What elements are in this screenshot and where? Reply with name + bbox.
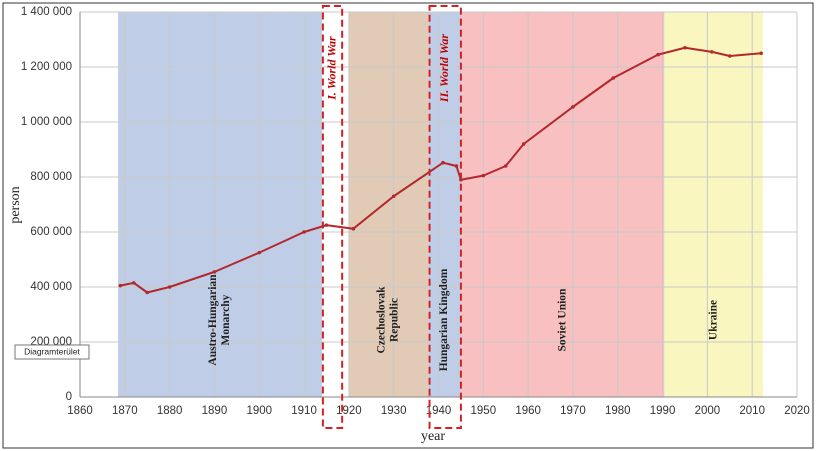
x-tick-label: 1930 <box>381 405 407 417</box>
x-tick-label: 1970 <box>560 405 586 417</box>
period-band <box>664 12 763 397</box>
x-tick-label: 1860 <box>67 405 93 417</box>
tooltip: Diagramterület <box>24 346 80 356</box>
y-tick-label: 1 400 000 <box>21 6 72 18</box>
data-point <box>571 105 575 109</box>
data-point <box>656 52 660 57</box>
period-label: Austro-Hungarian <box>207 274 219 366</box>
data-point <box>351 226 356 231</box>
data-point <box>481 173 486 178</box>
period-band <box>428 12 461 397</box>
y-axis-title: person <box>8 186 23 223</box>
data-point <box>212 270 217 274</box>
tooltip-box <box>14 344 90 360</box>
data-point <box>710 50 714 54</box>
war-label: I. World War <box>324 36 338 101</box>
y-tick-label: 400 000 <box>30 281 72 293</box>
period-label: Republic <box>389 298 401 342</box>
x-tick-label: 1920 <box>336 405 362 417</box>
war-box <box>321 5 344 429</box>
period-label: Soviet Union <box>556 288 568 352</box>
period-label: Ukraine <box>707 300 719 340</box>
data-point <box>459 177 463 182</box>
x-tick-label: 1910 <box>291 405 317 417</box>
x-tick-label: 2020 <box>784 405 810 417</box>
data-point <box>257 250 262 255</box>
period-band <box>118 12 322 397</box>
period-label: Hungarian Kingdom <box>438 268 450 371</box>
y-tick-label: 0 <box>66 391 72 403</box>
data-point <box>167 285 172 289</box>
data-point <box>118 283 123 288</box>
x-tick-label: 1990 <box>650 405 676 417</box>
data-point <box>131 281 136 285</box>
period-label: Czechoslovak <box>376 286 388 354</box>
war-label: II. World War <box>437 34 451 103</box>
data-point <box>611 76 616 80</box>
period-label: Monarchy <box>220 294 232 345</box>
x-tick-label: 1960 <box>515 405 541 417</box>
x-tick-label: 1870 <box>112 405 138 417</box>
period-band <box>348 12 429 397</box>
x-tick-label: 1880 <box>157 405 183 417</box>
x-tick-label: 1900 <box>246 405 272 417</box>
data-point <box>391 194 396 199</box>
x-tick-label: 1950 <box>471 405 497 417</box>
y-tick-label: 800 000 <box>30 171 72 183</box>
y-tick-label: 600 000 <box>30 226 72 238</box>
data-point <box>441 160 445 165</box>
data-point <box>145 290 150 295</box>
x-tick-label: 1890 <box>202 405 228 417</box>
x-tick-label: 2000 <box>695 405 721 417</box>
y-tick-label: 1 000 000 <box>21 116 72 128</box>
x-tick-label: 2010 <box>739 405 765 417</box>
data-point <box>454 164 459 168</box>
x-tick-label: 1940 <box>426 405 452 417</box>
y-tick-label: 1 200 000 <box>21 61 72 73</box>
data-point <box>759 51 763 56</box>
data-point <box>302 230 306 234</box>
x-axis-title: year <box>421 429 445 444</box>
data-point <box>324 223 329 227</box>
data-point <box>683 45 687 50</box>
data-point <box>727 54 732 58</box>
war-box <box>428 5 462 429</box>
data-point <box>503 164 508 168</box>
x-tick-label: 1980 <box>605 405 631 417</box>
data-point <box>521 142 526 146</box>
period-band <box>460 12 665 397</box>
